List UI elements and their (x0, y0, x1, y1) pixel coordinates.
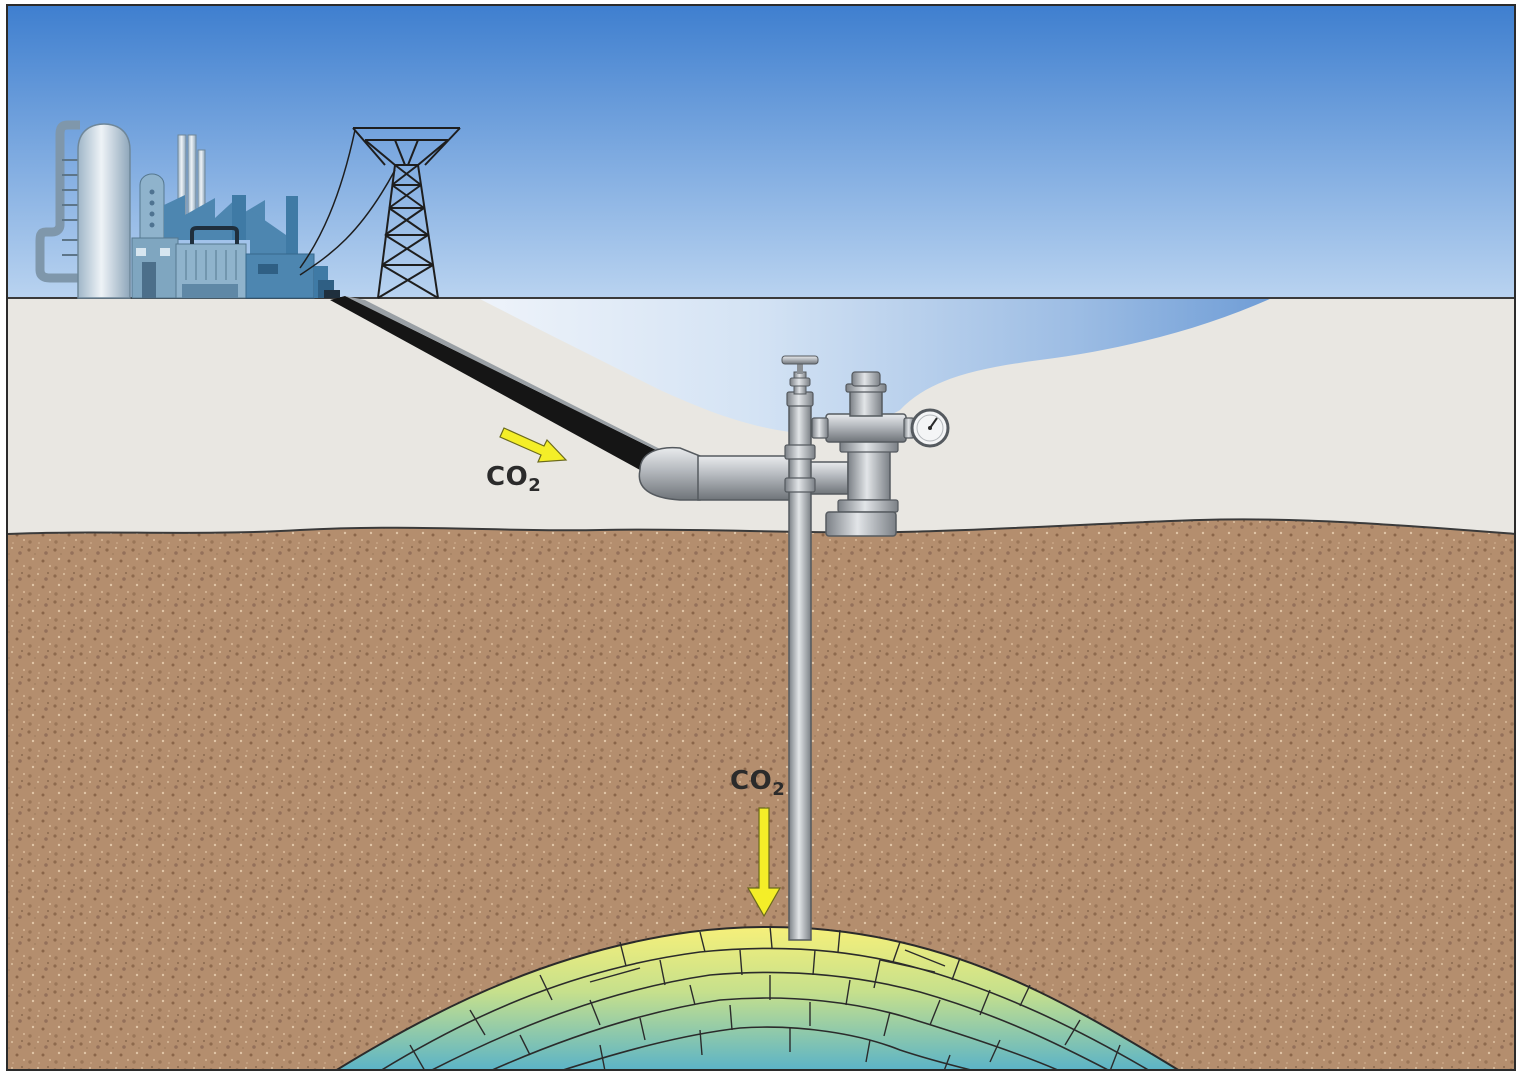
pipeline-co2-text: CO (486, 462, 529, 492)
wellhead-icon (811, 371, 915, 537)
power-line-wire (299, 169, 396, 276)
co2-pipeline (330, 296, 849, 501)
lake (478, 298, 1272, 432)
injection-co2-subscript: 2 (772, 779, 786, 800)
pipeline-co2-subscript: 2 (528, 475, 542, 496)
power-tower-icon (352, 127, 461, 299)
pipeline-flow-arrow (499, 427, 568, 463)
power-plant-icon (35, 120, 340, 299)
subsoil-layer (8, 519, 1516, 1071)
power-line-wire (299, 129, 356, 269)
injection-co2-text: CO (730, 766, 773, 796)
pressure-gauge-icon (910, 408, 950, 448)
injection-flow-arrow (746, 807, 782, 918)
frame-border (6, 4, 1516, 1071)
injection-well-pipe (781, 355, 819, 941)
injection-co2-label: CO2 (730, 766, 785, 800)
pipeline-co2-label: CO2 (486, 462, 541, 496)
soil-boundary-line (7, 518, 1516, 535)
